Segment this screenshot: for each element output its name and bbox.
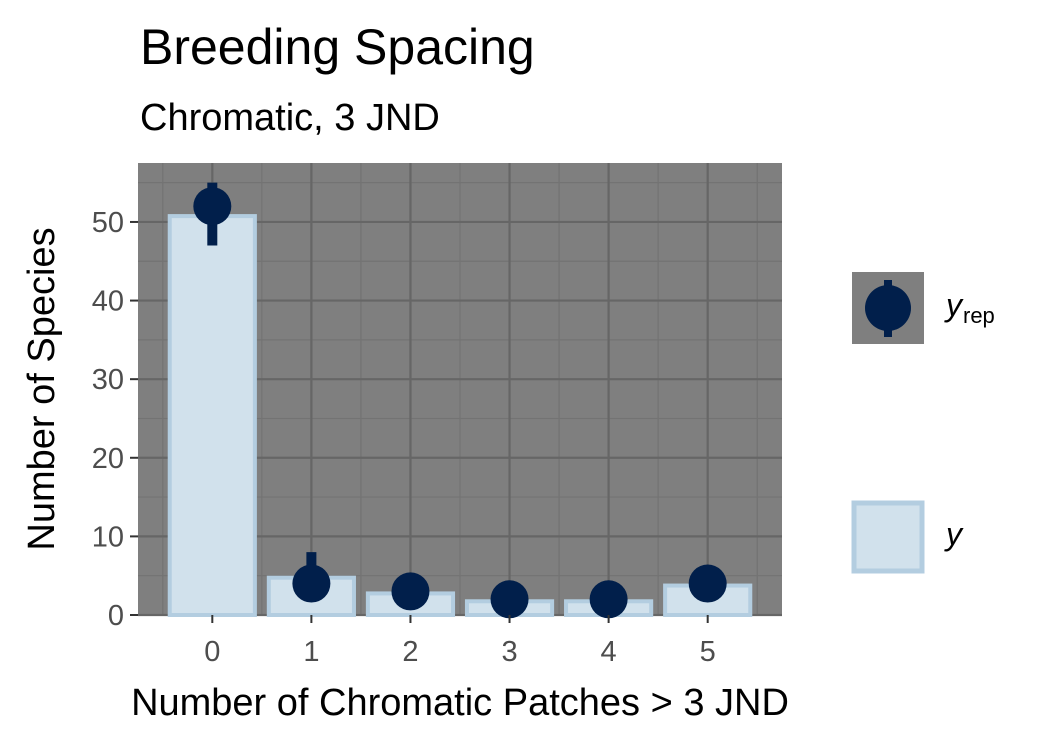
y-tick-label: 0 — [108, 600, 124, 632]
legend-key-yrep-point — [865, 285, 911, 331]
points — [193, 182, 727, 619]
yrep-point-2 — [391, 572, 430, 611]
yrep-point-5 — [688, 564, 727, 603]
legend: yrep y — [851, 272, 995, 574]
x-tick-label: 0 — [204, 636, 220, 668]
y-axis-title: Number of Species — [21, 227, 63, 550]
y-tick-label: 10 — [92, 521, 124, 553]
yrep-point-1 — [292, 564, 331, 603]
x-tick-label: 3 — [501, 636, 517, 668]
yrep-point-3 — [490, 580, 529, 619]
x-tick-label: 4 — [601, 636, 617, 668]
y-tick-label: 40 — [92, 286, 124, 318]
yrep-point-4 — [589, 580, 628, 619]
y-axis: 0 10 20 30 40 50 — [92, 207, 138, 632]
y-tick-label: 30 — [92, 364, 124, 396]
legend-label-y: y — [944, 516, 964, 552]
x-axis-title: Number of Chromatic Patches > 3 JND — [131, 682, 789, 724]
x-tick-label: 5 — [700, 636, 716, 668]
x-tick-label: 1 — [303, 636, 319, 668]
x-axis: 0 1 2 3 4 5 — [204, 615, 716, 668]
yrep-point-0 — [193, 187, 232, 226]
chart-title: Breeding Spacing — [140, 19, 535, 75]
y-tick-label: 50 — [92, 207, 124, 239]
bar-0 — [167, 214, 257, 618]
x-tick-label: 2 — [402, 636, 418, 668]
legend-key-y — [851, 500, 925, 574]
legend-label-yrep: yrep — [944, 287, 995, 328]
y-tick-label: 20 — [92, 443, 124, 475]
chart-subtitle: Chromatic, 3 JND — [140, 97, 440, 139]
